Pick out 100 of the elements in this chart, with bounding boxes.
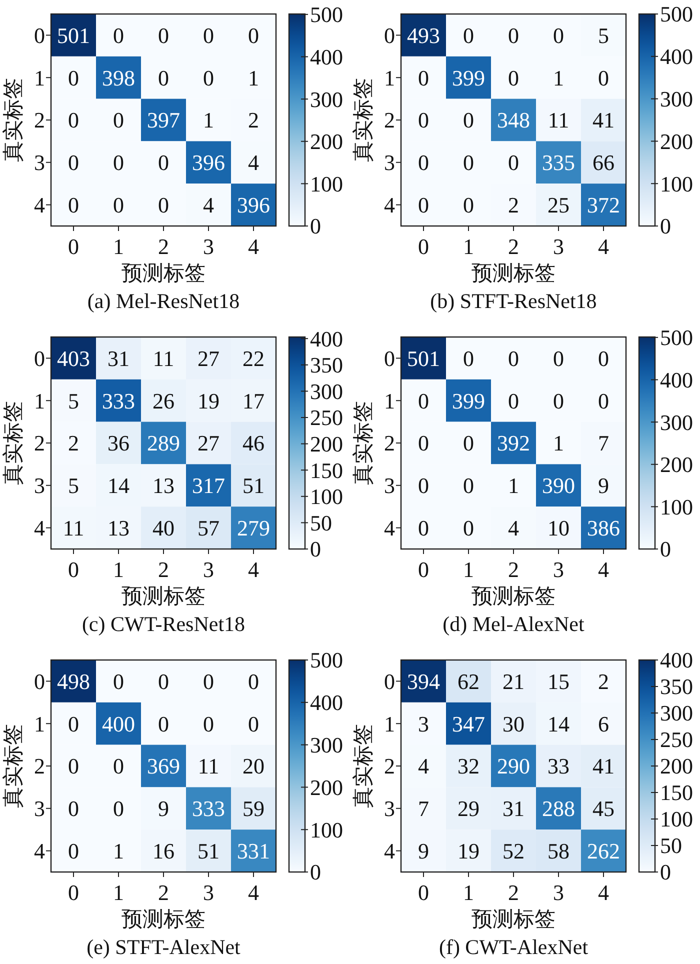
data-label: 0 <box>598 346 609 371</box>
y-tick-label: 1 <box>384 388 395 414</box>
color-bar-label: 150 <box>660 780 693 806</box>
color-bar-label: 400 <box>310 44 343 70</box>
data-label: 0 <box>158 711 169 736</box>
color-bar-label: 200 <box>310 774 343 800</box>
y-tick-label: 3 <box>34 473 45 498</box>
data-label: 13 <box>152 473 174 498</box>
color-bar-label: 500 <box>310 648 343 673</box>
color-bar-label: 300 <box>310 732 343 758</box>
y-tick-label: 0 <box>34 22 45 48</box>
x-tick-label: 1 <box>463 234 474 259</box>
data-label: 2 <box>598 668 609 694</box>
data-label: 399 <box>452 65 485 90</box>
x-tick-label: 0 <box>68 557 79 582</box>
data-label: 0 <box>418 192 429 218</box>
y-tick-label: 1 <box>34 711 45 736</box>
data-label: 0 <box>113 796 124 822</box>
data-label: 289 <box>147 430 180 456</box>
data-label: 20 <box>242 754 264 779</box>
data-label: 22 <box>242 346 264 371</box>
x-tick-label: 3 <box>553 234 564 259</box>
data-label: 19 <box>458 838 480 864</box>
data-label: 31 <box>502 796 524 822</box>
data-label: 14 <box>108 473 130 498</box>
color-bar-label: 400 <box>310 326 343 352</box>
color-bar-label: 300 <box>310 378 343 404</box>
color-bar-label: 0 <box>310 860 321 885</box>
data-label: 317 <box>192 473 225 498</box>
data-label: 41 <box>592 754 614 779</box>
y-axis-title: 真实标签 <box>1 78 25 162</box>
data-label: 0 <box>68 192 79 218</box>
data-label: 0 <box>203 711 214 736</box>
data-label: 66 <box>592 150 614 176</box>
data-label: 7 <box>418 796 429 822</box>
data-label: 5 <box>68 388 79 414</box>
y-tick-label: 4 <box>34 192 45 218</box>
y-tick-label: 4 <box>34 838 45 864</box>
data-label: 4 <box>248 150 259 176</box>
x-tick-label: 0 <box>68 880 79 905</box>
data-label: 0 <box>248 711 259 736</box>
text: (d) Mel-AlexNet <box>442 612 585 636</box>
data-label: 11 <box>198 754 220 779</box>
color-bar-label: 350 <box>660 674 693 700</box>
data-label: 0 <box>598 65 609 90</box>
data-label: 29 <box>458 796 480 822</box>
data-label: 11 <box>548 108 570 133</box>
x-tick-label: 3 <box>553 880 564 905</box>
data-label: 4 <box>418 754 429 779</box>
color-bar-label: 50 <box>660 833 682 858</box>
x-axis-title: 预测标签 <box>472 584 556 608</box>
data-label: 0 <box>203 65 214 90</box>
data-label: 0 <box>418 150 429 176</box>
data-label: 59 <box>242 796 264 822</box>
color-bar-label: 400 <box>310 690 343 716</box>
color-bar-label: 0 <box>310 214 321 239</box>
y-tick-label: 2 <box>34 430 45 456</box>
data-label: 386 <box>587 516 620 540</box>
data-label: 14 <box>548 711 570 736</box>
data-label: 17 <box>242 388 264 414</box>
data-label: 0 <box>418 430 429 456</box>
color-bar-label: 100 <box>660 171 693 196</box>
y-tick-label: 1 <box>34 65 45 90</box>
data-label: 31 <box>108 346 130 371</box>
color-bar-label: 200 <box>660 452 693 478</box>
data-label: 9 <box>598 473 609 498</box>
data-label: 11 <box>152 346 174 371</box>
data-label: 52 <box>502 838 524 864</box>
data-label: 0 <box>203 668 214 694</box>
y-tick-label: 4 <box>34 516 45 540</box>
color-bar-label: 200 <box>310 431 343 456</box>
color-bar-label: 500 <box>660 325 693 350</box>
data-label: 262 <box>587 838 620 864</box>
data-label: 1 <box>508 473 519 498</box>
color-bar-label: 100 <box>310 817 343 842</box>
x-tick-label: 4 <box>248 557 259 582</box>
data-label: 1 <box>553 65 564 90</box>
data-label: 394 <box>407 668 440 694</box>
data-label: 0 <box>68 65 79 90</box>
data-label: 2 <box>248 108 259 133</box>
y-tick-label: 0 <box>34 668 45 694</box>
color-bar-label: 300 <box>310 86 343 112</box>
data-label: 15 <box>548 668 570 694</box>
x-tick-label: 2 <box>158 880 169 905</box>
data-label: 0 <box>158 668 169 694</box>
text: (b) STFT-ResNet18 <box>430 289 597 313</box>
x-tick-label: 4 <box>248 234 259 259</box>
data-label: 498 <box>57 668 90 694</box>
color-bar-label: 0 <box>660 860 671 885</box>
x-axis-title: 预测标签 <box>122 261 206 285</box>
data-label: 1 <box>248 65 259 90</box>
x-tick-label: 2 <box>508 234 519 259</box>
y-tick-label: 2 <box>34 754 45 779</box>
y-tick-label: 1 <box>384 65 395 90</box>
data-label: 2 <box>68 430 79 456</box>
x-tick-label: 3 <box>203 557 214 582</box>
data-label: 0 <box>158 150 169 176</box>
color-bar-label: 200 <box>660 754 693 779</box>
x-tick-label: 4 <box>598 234 609 259</box>
color-bar-label: 100 <box>310 171 343 196</box>
